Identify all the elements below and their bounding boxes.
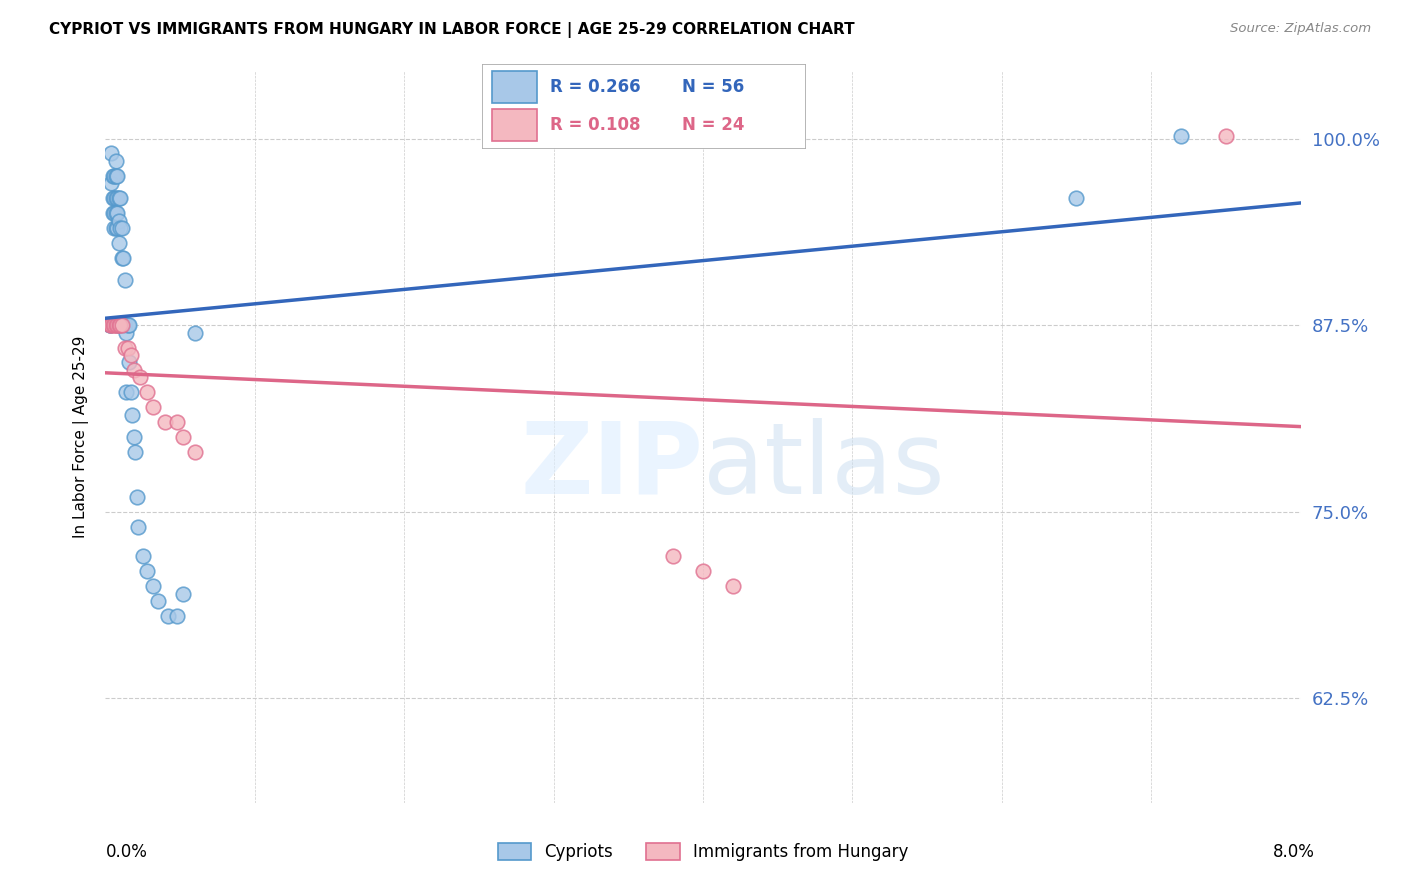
Text: CYPRIOT VS IMMIGRANTS FROM HUNGARY IN LABOR FORCE | AGE 25-29 CORRELATION CHART: CYPRIOT VS IMMIGRANTS FROM HUNGARY IN LA… (49, 22, 855, 38)
Point (118, 355, 141, 369)
Point (100, 318, 122, 332)
Point (110, 318, 132, 332)
Point (121, 408, 143, 422)
Point (172, 430, 194, 444)
Point (142, 579, 165, 593)
Text: atlas: atlas (703, 417, 945, 515)
Point (115, 385, 138, 400)
Point (100, 177, 122, 191)
Point (110, 318, 132, 332)
Point (136, 385, 159, 400)
Text: 8.0%: 8.0% (1272, 843, 1315, 861)
Point (101, 169, 124, 183)
Point (1066, 191, 1088, 205)
Point (108, 191, 131, 205)
Point (101, 206, 124, 220)
Point (98, 318, 121, 332)
Point (111, 318, 134, 332)
Point (117, 318, 139, 332)
Point (110, 191, 132, 205)
Point (184, 445, 207, 459)
Legend: Cypriots, Immigrants from Hungary: Cypriots, Immigrants from Hungary (491, 836, 915, 868)
Point (132, 549, 155, 564)
Point (166, 415, 188, 429)
Point (115, 326, 138, 340)
Point (111, 221, 134, 235)
Point (108, 213, 131, 227)
Point (136, 565, 159, 579)
Point (127, 519, 149, 533)
Y-axis label: In Labor Force | Age 25-29: In Labor Force | Age 25-29 (73, 336, 90, 538)
Point (172, 587, 194, 601)
Point (1170, 128, 1192, 143)
Point (120, 385, 142, 400)
Point (120, 348, 142, 362)
Point (721, 579, 744, 593)
Point (107, 169, 129, 183)
Point (108, 235, 131, 250)
Point (114, 341, 136, 355)
Point (107, 318, 129, 332)
Point (104, 169, 127, 183)
Point (103, 191, 125, 205)
Point (124, 445, 146, 459)
Point (166, 609, 188, 624)
Point (108, 318, 131, 332)
Point (692, 565, 714, 579)
Point (157, 609, 180, 624)
Point (122, 430, 145, 444)
Point (108, 318, 131, 332)
Point (110, 221, 132, 235)
Text: 0.0%: 0.0% (105, 843, 148, 861)
Point (98, 318, 121, 332)
Text: Source: ZipAtlas.com: Source: ZipAtlas.com (1230, 22, 1371, 36)
Point (104, 318, 127, 332)
Point (111, 251, 134, 265)
Point (117, 341, 139, 355)
Point (107, 318, 129, 332)
Point (98, 318, 121, 332)
Point (100, 146, 122, 161)
Point (104, 221, 127, 235)
Point (146, 594, 169, 608)
Point (122, 363, 145, 377)
Point (103, 318, 125, 332)
Point (104, 153, 127, 168)
Point (114, 273, 136, 287)
Point (103, 206, 125, 220)
Point (142, 401, 165, 415)
Point (114, 318, 136, 332)
Point (101, 191, 124, 205)
Point (112, 318, 135, 332)
Point (104, 206, 127, 220)
Text: ZIP: ZIP (520, 417, 703, 515)
Point (107, 191, 129, 205)
Point (184, 326, 207, 340)
Point (107, 221, 129, 235)
Point (111, 318, 134, 332)
Point (153, 415, 177, 429)
Point (125, 490, 148, 504)
Point (112, 251, 135, 265)
Point (118, 318, 141, 332)
Point (128, 370, 150, 384)
Point (103, 221, 125, 235)
Point (101, 318, 124, 332)
Point (107, 206, 129, 220)
Point (1215, 128, 1237, 143)
Point (662, 549, 685, 564)
Point (103, 169, 125, 183)
Point (104, 191, 127, 205)
